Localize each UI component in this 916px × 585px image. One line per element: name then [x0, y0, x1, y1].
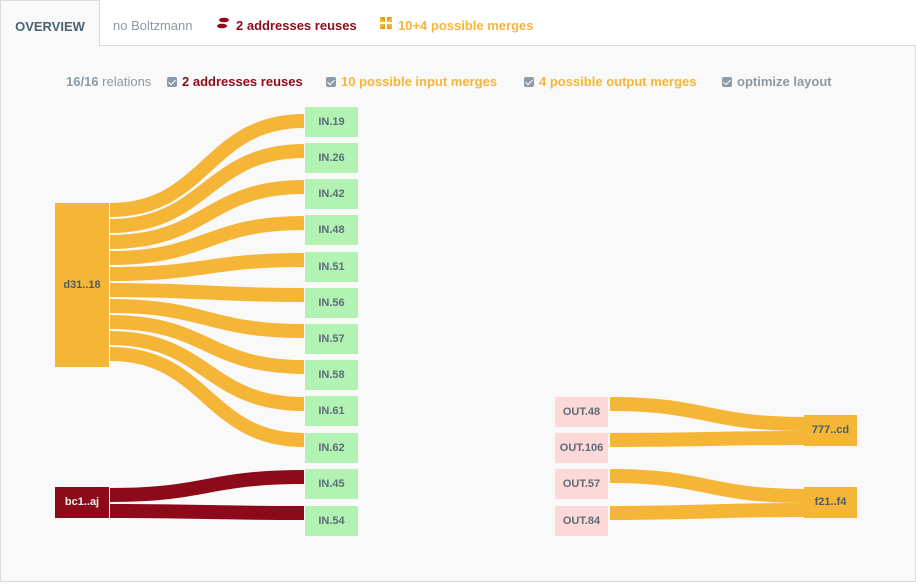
output-node[interactable]: OUT.84	[555, 506, 608, 536]
flow-d31-in56	[109, 283, 305, 302]
address-node-bc1[interactable]: bc1..aj	[55, 487, 109, 518]
address-node-777[interactable]: 777..cd	[804, 415, 857, 446]
input-node[interactable]: IN.45	[305, 469, 358, 499]
toggle-input-merges[interactable]: 10 possible input merges	[326, 74, 497, 90]
tab-possible-merges[interactable]: 10+4 possible merges	[380, 0, 534, 45]
flow-out48-777	[609, 397, 805, 431]
flow-d31-in62	[109, 347, 305, 447]
flow-bc1-in45	[109, 470, 305, 502]
tab-address-reuses[interactable]: 2 addresses reuses	[216, 0, 357, 45]
flow-d31-in61	[109, 331, 305, 411]
flow-d31-in42	[109, 180, 305, 249]
input-node[interactable]: IN.61	[305, 396, 358, 426]
input-node[interactable]: IN.54	[305, 506, 358, 536]
relations-count: 16/16	[66, 74, 99, 89]
input-node[interactable]: IN.56	[305, 288, 358, 318]
checkbox-checked-icon[interactable]	[326, 77, 336, 87]
flow-d31-in51	[109, 253, 305, 281]
merge-icon	[380, 0, 392, 51]
toggle-output-merges[interactable]: 4 possible output merges	[524, 74, 696, 90]
flow-out84-f21	[609, 503, 805, 520]
output-node[interactable]: OUT.106	[555, 433, 608, 463]
toggle-output-merges-label: 4 possible output merges	[539, 74, 697, 89]
toggle-optimize-layout[interactable]: optimize layout	[722, 74, 832, 90]
address-node-d31[interactable]: d31..18	[55, 203, 109, 367]
flow-d31-in58	[109, 315, 305, 374]
checkbox-checked-icon[interactable]	[524, 77, 534, 87]
tab-possible-merges-label: 10+4 possible merges	[398, 18, 534, 33]
relations-counter: 16/16 relations	[66, 74, 151, 90]
input-node[interactable]: IN.51	[305, 252, 358, 282]
input-node[interactable]: IN.42	[305, 179, 358, 209]
toggle-input-merges-label: 10 possible input merges	[341, 74, 498, 89]
output-node[interactable]: OUT.57	[555, 469, 608, 499]
relations-label: relations	[102, 74, 152, 89]
tab-bar: OVERVIEW no Boltzmann 2 addresses reuses…	[0, 0, 916, 46]
flow-d31-in48	[109, 216, 305, 265]
flow-out106-777	[609, 431, 805, 447]
checkbox-checked-icon[interactable]	[722, 77, 732, 87]
output-node[interactable]: OUT.48	[555, 397, 608, 427]
flow-out57-f21	[609, 469, 805, 503]
tab-overview[interactable]: OVERVIEW	[0, 0, 100, 46]
flow-d31-in19	[109, 114, 305, 217]
reuse-icon	[216, 0, 230, 51]
tab-no-boltzmann[interactable]: no Boltzmann	[113, 18, 193, 33]
flow-d31-in57	[109, 299, 305, 338]
input-node[interactable]: IN.62	[305, 433, 358, 463]
input-node[interactable]: IN.26	[305, 143, 358, 173]
flow-bc1-in54	[109, 504, 305, 520]
address-node-f21[interactable]: f21..f4	[804, 487, 857, 518]
flow-d31-in26	[109, 144, 305, 233]
checkbox-checked-icon[interactable]	[167, 77, 177, 87]
input-node[interactable]: IN.19	[305, 107, 358, 137]
toggle-address-reuses-label: 2 addresses reuses	[182, 74, 303, 89]
toggle-address-reuses[interactable]: 2 addresses reuses	[167, 74, 303, 90]
input-node[interactable]: IN.48	[305, 215, 358, 245]
input-node[interactable]: IN.57	[305, 324, 358, 354]
toggle-optimize-layout-label: optimize layout	[737, 74, 832, 89]
input-node[interactable]: IN.58	[305, 360, 358, 390]
tab-address-reuses-label: 2 addresses reuses	[236, 18, 357, 33]
